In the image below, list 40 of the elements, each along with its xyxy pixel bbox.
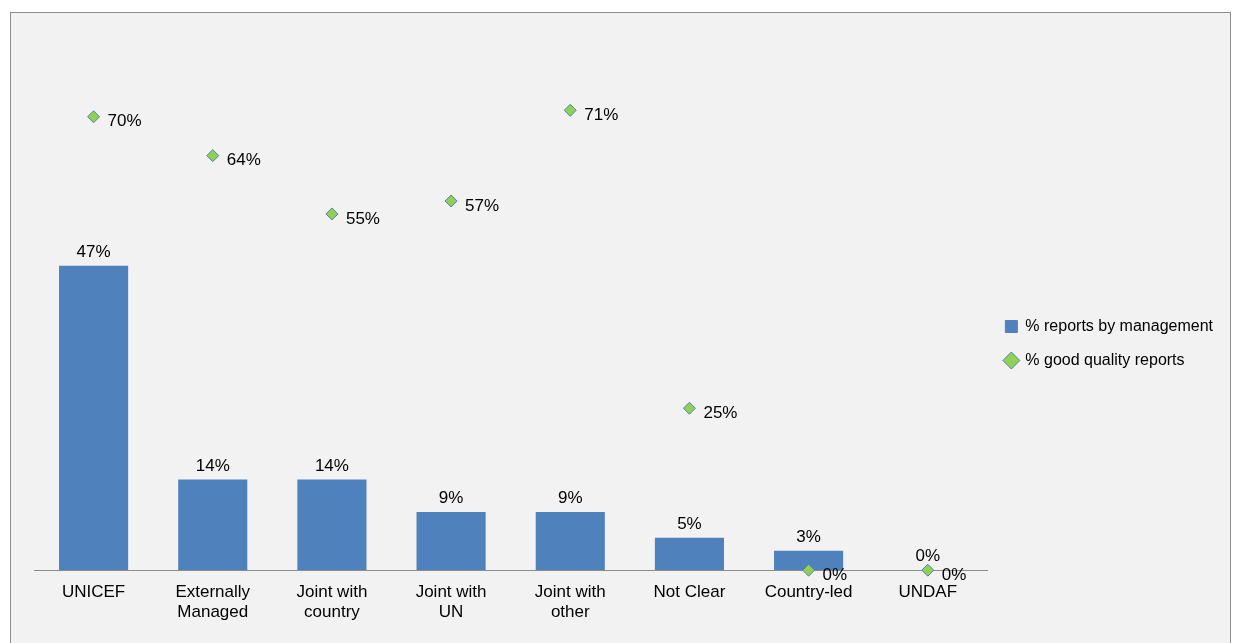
data-label: 70% (107, 111, 142, 131)
point (563, 103, 577, 117)
x-tick-label: Externally Managed (175, 582, 251, 622)
data-label: 5% (677, 514, 702, 533)
data-label: 3% (796, 526, 821, 546)
bar (297, 479, 367, 571)
data-label: 0% (822, 564, 848, 584)
data-label: 14% (195, 455, 230, 475)
data-label: 64% (226, 150, 261, 170)
data-label: 47% (76, 241, 111, 261)
x-tick-label: UNDAF (898, 582, 958, 602)
point (682, 401, 696, 415)
x-tick-label: Joint with other (534, 582, 606, 622)
point (87, 110, 101, 124)
point (206, 149, 220, 163)
point (325, 207, 339, 221)
data-label: 9% (438, 488, 464, 508)
x-tick-label: Joint with UN (415, 582, 487, 622)
data-label: 0% (915, 546, 941, 566)
x-tick-label: Country-led (764, 582, 853, 602)
point (921, 563, 935, 577)
data-label: 14% (314, 455, 349, 475)
data-label: 55% (345, 208, 380, 228)
bar (59, 265, 129, 571)
data-label: 9% (557, 488, 583, 508)
data-label: 25% (703, 402, 738, 422)
x-tick-label: Joint with country (296, 582, 368, 622)
point (802, 563, 816, 577)
data-label: 0% (941, 564, 967, 584)
bar (178, 479, 248, 571)
point (444, 194, 458, 208)
bar (416, 511, 486, 571)
bar (535, 511, 605, 571)
legend-label: % good quality reports (1025, 350, 1185, 368)
data-label: 71% (584, 104, 619, 124)
x-tick-label: UNICEF (61, 582, 126, 602)
bar (654, 537, 724, 571)
data-label: 57% (465, 195, 500, 215)
legend-label: % reports by management (1025, 316, 1214, 334)
x-tick-label: Not Clear (653, 582, 726, 602)
